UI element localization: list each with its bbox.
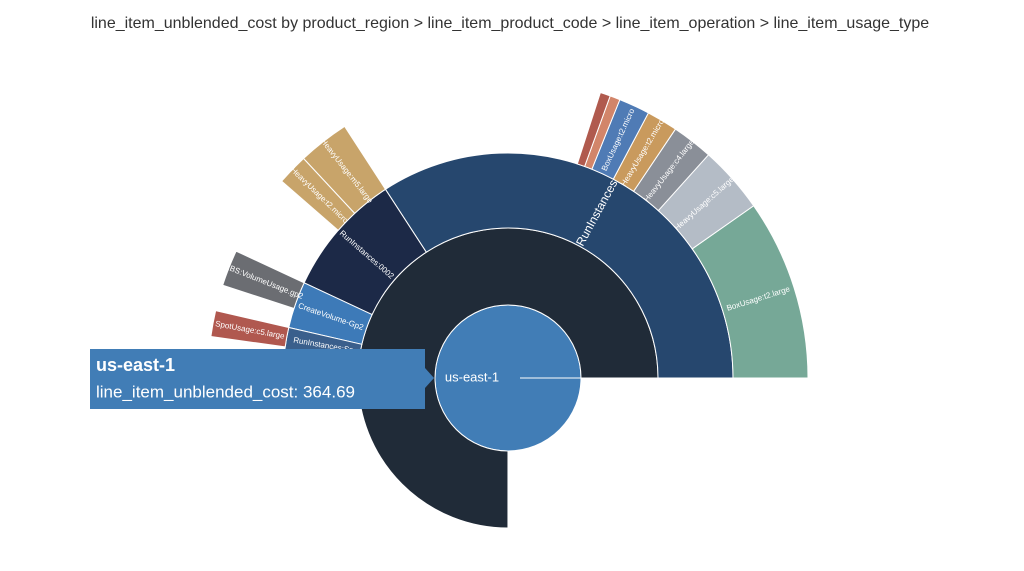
tooltip-text: line_item_unblended_cost: 364.69 (96, 382, 355, 401)
slice (222, 250, 305, 310)
tooltip: us-east-1 line_item_unblended_cost: 364.… (90, 349, 434, 409)
slice (576, 91, 611, 168)
slice (210, 310, 290, 348)
tooltip-title: us-east-1 (96, 355, 175, 375)
chart-title: line_item_unblended_cost by product_regi… (91, 15, 929, 32)
tooltip-box (90, 349, 425, 409)
tooltip-pointer (425, 368, 434, 388)
center-label: us-east-1 (445, 369, 499, 384)
slice (280, 157, 356, 232)
sunburst: us-east-1RunInstancesBoxUsage:t2.largeHe… (210, 91, 809, 529)
